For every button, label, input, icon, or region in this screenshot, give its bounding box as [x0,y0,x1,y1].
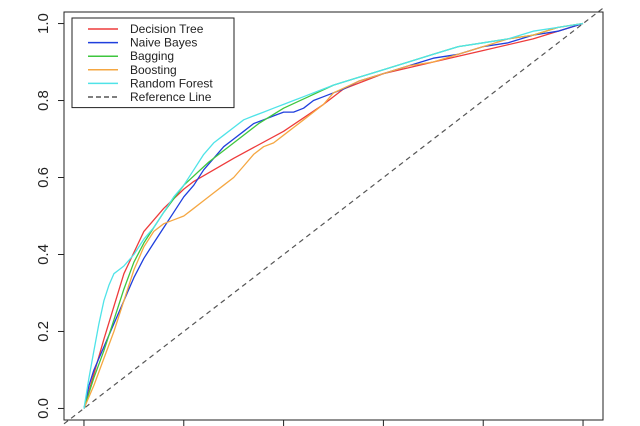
y-tick-label: 0.8 [35,90,52,111]
series-line-boosting [83,22,584,409]
legend-label-reference-line: Reference Line [130,90,212,104]
y-tick-label: 0.6 [35,167,52,188]
legend-label-naive-bayes: Naive Bayes [130,36,197,50]
legend-label-random-forest: Random Forest [130,76,213,90]
plot-frame [63,11,604,421]
y-tick-label: 0.2 [35,321,52,342]
series-line-reference-line [63,7,604,425]
series-line-naive-bayes [83,22,584,409]
legend-label-boosting: Boosting [130,63,177,77]
y-tick-label: 0.4 [35,244,52,265]
axis-layer: 0.0 0.2 0.4 0.6 0.8 1.0 [35,13,584,426]
series-line-decision-tree [83,22,584,409]
y-tick-label: 1.0 [35,13,52,34]
series-line-random-forest [83,22,584,409]
legend-box [71,17,235,109]
legend-label-bagging: Bagging [130,49,174,63]
legend-label-decision-tree: Decision Tree [130,22,204,36]
y-tick-label: 0.0 [35,398,52,419]
series-layer [63,7,604,425]
